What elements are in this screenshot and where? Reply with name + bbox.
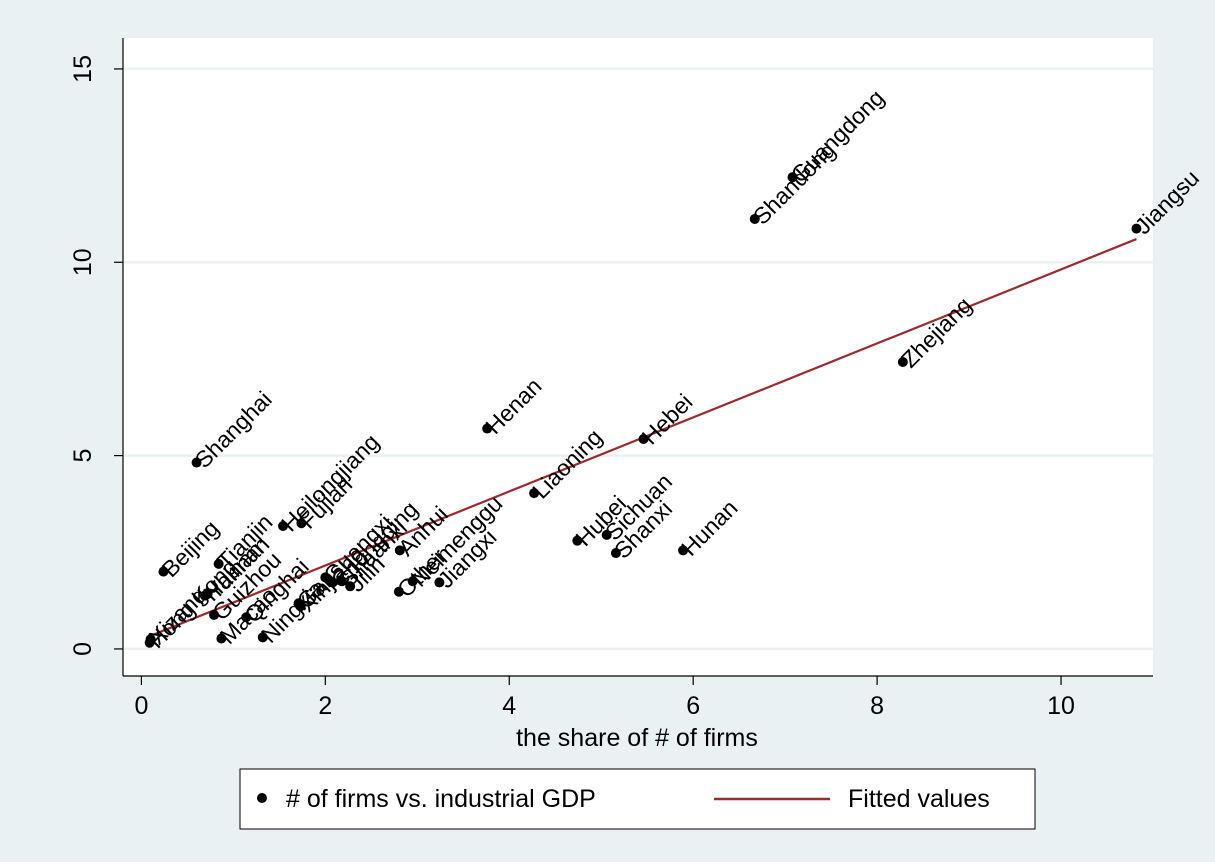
point-hong-kong	[144, 637, 155, 648]
legend-label-fit: Fitted values	[848, 785, 990, 813]
point-shanxi	[610, 548, 621, 559]
point-chongqing	[327, 577, 338, 588]
point-neimenggu	[407, 576, 418, 587]
point-hubei	[572, 535, 583, 546]
point-beijing	[158, 566, 169, 577]
point-sichuan	[601, 529, 612, 540]
point-guangxi	[320, 572, 331, 583]
grid-lines	[124, 67, 1153, 651]
point-guangdong	[787, 172, 798, 183]
point-heilongjiang	[278, 520, 289, 531]
point-shanghai	[191, 457, 202, 468]
x-tick-label-8: 8	[870, 692, 884, 720]
legend: # of firms vs. industrial GDP Fitted val…	[239, 768, 1036, 830]
point-zhejiang	[897, 357, 908, 368]
point-guizhou	[209, 609, 220, 620]
point-hebei	[638, 433, 649, 444]
x-tick-label-10: 10	[1047, 692, 1075, 720]
point-macao	[216, 633, 227, 644]
y-tick-label-0: 0	[69, 642, 97, 656]
point-hainan	[199, 590, 210, 601]
point-henan	[482, 423, 493, 434]
point-other	[393, 586, 404, 597]
y-tick-label-15: 15	[69, 55, 97, 83]
y-tick-label-10: 10	[69, 248, 97, 276]
y-tick-label-5: 5	[69, 449, 97, 463]
axis-ticks: 0 2 4 6 8 10 0 5 10 15	[69, 55, 1075, 720]
point-liaoning	[529, 488, 540, 499]
point-jiangsu	[1131, 223, 1142, 234]
point-shaanxi	[336, 576, 347, 587]
point-xinjiang	[295, 601, 306, 612]
points-layer	[144, 172, 1142, 648]
x-tick-label-0: 0	[134, 692, 148, 720]
point-jilin	[345, 581, 356, 592]
x-tick-label-4: 4	[502, 692, 516, 720]
point-qinghai	[241, 612, 252, 623]
x-tick-label-2: 2	[318, 692, 332, 720]
point-fujian	[296, 518, 307, 529]
point-shandong	[749, 213, 760, 224]
point-hunan	[678, 545, 689, 556]
x-axis-title: the share of # of firms	[516, 724, 758, 752]
legend-box	[239, 768, 1036, 830]
point-anhui	[394, 545, 405, 556]
legend-label-points: # of firms vs. industrial GDP	[286, 785, 596, 813]
point-ningxia	[257, 632, 268, 643]
x-tick-label-6: 6	[686, 692, 700, 720]
legend-marker-points	[257, 793, 267, 803]
point-jiangxi	[434, 577, 445, 588]
plot-area	[123, 38, 1153, 676]
point-tianjin	[213, 558, 224, 569]
